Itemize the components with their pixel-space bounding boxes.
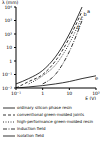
svg-text:1: 1 <box>41 91 44 96</box>
svg-text:d: d <box>76 24 79 30</box>
svg-text:10⁻¹: 10⁻¹ <box>11 91 21 96</box>
svg-text:10: 10 <box>66 91 72 96</box>
html-text:high-performance green-molded: high-performance green-molded resin <box>17 119 94 124</box>
html-text:λ (mm): λ (mm) <box>2 0 19 5</box>
svg-text:E (V): E (V) <box>85 96 92 100</box>
svg-text:a: a <box>87 8 90 14</box>
svg-text:10³: 10³ <box>8 18 12 23</box>
svg-text:10⁴: 10⁴ <box>8 5 12 10</box>
html-text:ordinary silicon phase resin: ordinary silicon phase resin <box>17 105 72 110</box>
svg-text:10⁻²: 10⁻² <box>8 86 12 91</box>
svg-text:1: 1 <box>9 59 12 64</box>
svg-text:10⁻¹: 10⁻¹ <box>8 72 12 77</box>
svg-text:10²: 10² <box>8 32 12 37</box>
svg-text:b: b <box>83 11 86 17</box>
html-text:isolation field: isolation field <box>17 133 44 138</box>
html-text:conventional green-molded join: conventional green-molded joints <box>17 112 85 117</box>
svg-text:c: c <box>80 15 83 21</box>
svg-text:10: 10 <box>8 45 12 50</box>
html-text:induction field: induction field <box>17 126 46 131</box>
